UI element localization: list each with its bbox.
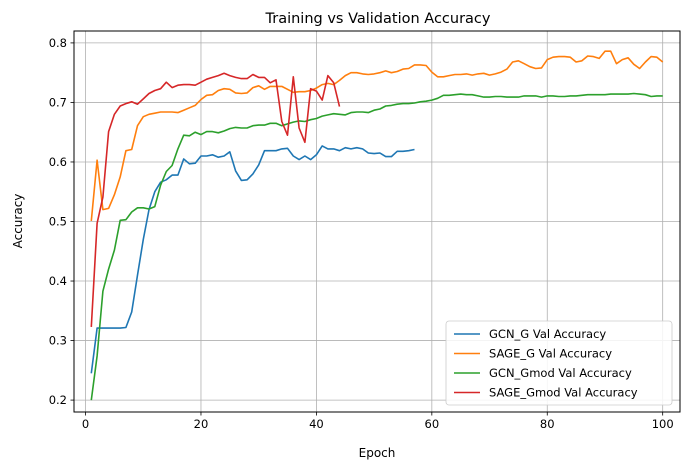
series-line-sage-g-val-accuracy [90,50,664,221]
y-tick-label: 0.4 [49,274,67,288]
series-line-gcn-gmod-val-accuracy [90,92,663,401]
chart-title: Training vs Validation Accuracy [265,11,491,27]
legend-entry: SAGE_G Val Accuracy [454,347,612,361]
legend-label: GCN_Gmod Val Accuracy [489,366,632,380]
x-tick-label: 20 [194,417,209,431]
legend-label: SAGE_G Val Accuracy [489,347,612,361]
axis-ticks: 0 20 40 60 80 100 0.2 0.3 0.4 0.5 0.6 0.7 0.8 [49,36,674,431]
legend-label: SAGE_Gmod Val Accuracy [489,386,638,400]
y-tick-label: 0.7 [49,95,67,109]
y-axis-label: Accuracy [11,194,25,249]
x-tick-label: 0 [82,417,89,431]
y-tick-label: 0.5 [49,215,67,229]
legend-box [445,320,673,406]
x-tick-label: 40 [309,417,324,431]
y-tick-label: 0.8 [49,36,67,50]
legend-entry: SAGE_Gmod Val Accuracy [454,386,638,400]
legend-label: GCN_G Val Accuracy [489,327,606,341]
y-tick-label: 0.2 [49,393,67,407]
series-line-sage-gmod-val-accuracy [90,72,341,327]
series-layer [90,50,664,401]
legend-entry: GCN_G Val Accuracy [454,327,606,341]
x-tick-label: 80 [540,417,555,431]
x-tick-label: 100 [652,417,674,431]
y-tick-label: 0.6 [49,155,67,169]
legend: GCN_G Val Accuracy SAGE_G Val Accuracy GCN… [445,320,673,406]
y-tick-label: 0.3 [49,334,67,348]
legend-entry: GCN_Gmod Val Accuracy [454,366,632,380]
series-line-gcn-g-val-accuracy [90,145,415,374]
x-tick-label: 60 [425,417,440,431]
x-axis-label: Epoch [359,446,396,460]
